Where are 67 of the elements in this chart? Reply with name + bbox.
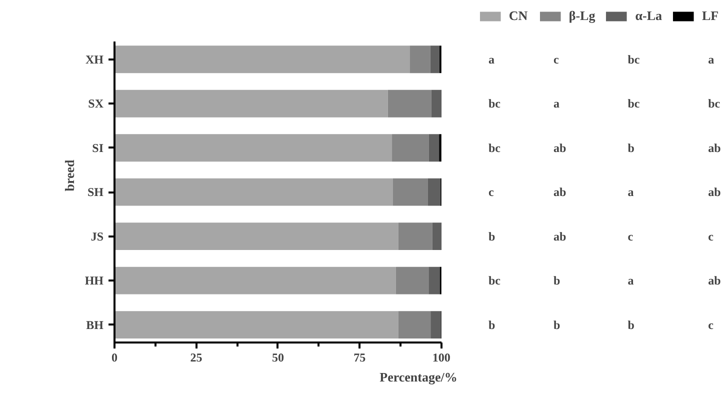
bar xyxy=(428,134,440,162)
y-tick-label: SI xyxy=(92,140,104,155)
text: c xyxy=(708,318,714,332)
y-tick-label: HH xyxy=(84,274,104,288)
text: ab xyxy=(554,140,566,155)
text: ab xyxy=(708,185,722,200)
bar xyxy=(430,311,441,339)
x-tick-label: 100 xyxy=(432,350,450,364)
text: b xyxy=(554,274,560,288)
x-tick-label: 25 xyxy=(190,350,202,364)
bar xyxy=(393,178,428,206)
y-tick-label: BH xyxy=(86,318,104,332)
bar xyxy=(114,90,388,118)
bar xyxy=(432,222,442,250)
y-tick-label: XH xyxy=(86,52,104,66)
text: a xyxy=(554,96,560,111)
x-tick-label: 75 xyxy=(354,350,366,364)
bar xyxy=(398,222,432,250)
bar xyxy=(398,311,431,339)
text: a xyxy=(488,52,494,66)
text: bc xyxy=(628,96,640,111)
text: ab xyxy=(708,274,722,288)
y-tick-label: JS xyxy=(90,229,104,244)
bar xyxy=(114,222,398,250)
y-axis-title: breed xyxy=(62,158,77,192)
text: a xyxy=(628,274,634,288)
x-axis-title: Percentage/% xyxy=(380,370,458,384)
bar xyxy=(114,311,398,339)
bar xyxy=(388,90,432,118)
y-tick-label: SX xyxy=(88,96,104,111)
text: b xyxy=(488,229,496,244)
text: c xyxy=(708,229,714,244)
text: ab xyxy=(554,229,566,244)
bar xyxy=(430,46,440,74)
text: c xyxy=(488,185,494,200)
bar xyxy=(114,134,392,162)
bar xyxy=(114,266,396,294)
bar xyxy=(392,134,429,162)
text: c xyxy=(554,52,560,66)
x-tick-label: 0 xyxy=(112,350,118,364)
bar xyxy=(431,90,442,118)
text: b xyxy=(488,318,496,332)
text: ab xyxy=(708,140,722,155)
legend-label: α-La xyxy=(635,8,662,24)
text: c xyxy=(628,229,634,244)
text: bc xyxy=(488,96,502,111)
text: ab xyxy=(554,185,566,200)
bar xyxy=(396,266,429,294)
bar xyxy=(114,178,394,206)
text: a xyxy=(708,52,714,66)
legend-label: β-Lg xyxy=(568,8,596,24)
text: b xyxy=(554,318,560,332)
bar xyxy=(428,178,440,206)
x-tick-label: 50 xyxy=(272,350,284,364)
bar xyxy=(410,46,430,74)
text: b xyxy=(628,318,635,332)
text: bc xyxy=(488,274,502,288)
legend-label: CN xyxy=(508,8,529,24)
bar xyxy=(428,266,440,294)
y-tick-label: SH xyxy=(87,185,104,200)
text: bc xyxy=(488,140,502,155)
bar xyxy=(114,46,410,74)
text: b xyxy=(628,140,635,155)
text: a xyxy=(628,185,634,200)
text: bc xyxy=(628,52,640,66)
text: bc xyxy=(708,96,721,111)
legend-label: LF xyxy=(702,8,720,24)
